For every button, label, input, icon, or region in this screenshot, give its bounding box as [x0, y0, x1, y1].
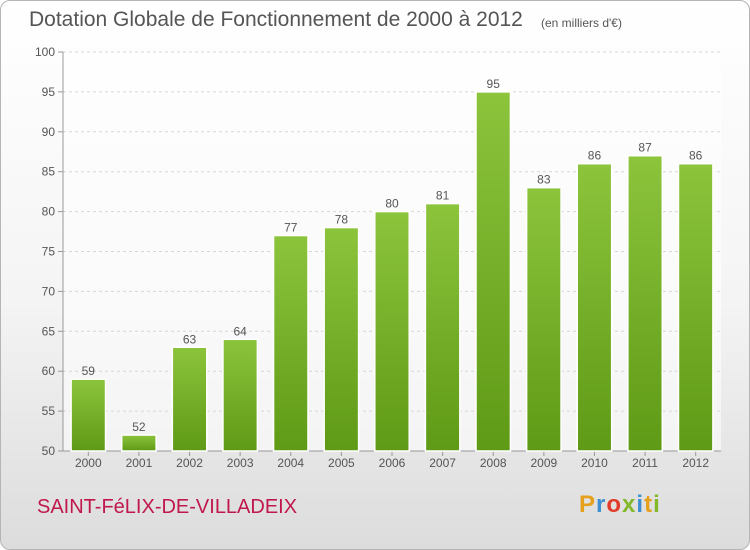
- data-label-2007: 81: [436, 189, 450, 203]
- data-label-2000: 59: [82, 364, 96, 378]
- x-tick-label: 2003: [227, 456, 254, 470]
- x-tick-label: 2001: [126, 456, 153, 470]
- bar-2007: [424, 202, 461, 452]
- data-label-2004: 77: [284, 221, 298, 235]
- bars: [70, 91, 714, 452]
- y-tick-label: 50: [42, 444, 56, 458]
- bar-2009: [525, 186, 562, 452]
- proxiti-logo[interactable]: Proxiti: [579, 491, 661, 519]
- logo-letter: o: [606, 491, 623, 518]
- logo-letter: i: [636, 491, 645, 518]
- x-tick-label: 2004: [277, 456, 304, 470]
- logo-letter: P: [579, 491, 597, 518]
- data-label-2002: 63: [183, 332, 197, 346]
- commune-name: SAINT-FéLIX-DE-VILLADEIX: [37, 496, 298, 518]
- y-tick-label: 90: [42, 125, 56, 139]
- bar-2000: [70, 378, 107, 452]
- logo-letter: i: [653, 491, 661, 518]
- x-tick-label: 2010: [581, 456, 608, 470]
- bar-2003: [222, 338, 259, 452]
- bar-2002: [171, 346, 208, 452]
- bar-2012: [677, 162, 714, 452]
- bar-2008: [475, 91, 512, 452]
- data-label-2001: 52: [132, 420, 146, 434]
- x-tick-label: 2006: [379, 456, 406, 470]
- logo-letter: t: [644, 491, 654, 518]
- y-tick-label: 70: [42, 284, 56, 298]
- y-tick-label: 80: [42, 205, 56, 219]
- data-label-2010: 86: [588, 149, 602, 163]
- y-tick-label: 75: [42, 245, 56, 259]
- x-tick-label: 2009: [530, 456, 557, 470]
- y-tick-label: 100: [35, 45, 55, 59]
- bar-2011: [627, 154, 664, 452]
- data-label-2012: 86: [689, 149, 703, 163]
- data-label-2006: 80: [385, 197, 399, 211]
- x-tick-label: 2007: [429, 456, 456, 470]
- data-label-2009: 83: [537, 173, 551, 187]
- x-tick-label: 2008: [480, 456, 507, 470]
- y-tick-label: 55: [42, 404, 56, 418]
- data-label-2003: 64: [233, 324, 247, 338]
- data-labels: 59 52 63 64 77 78 80 81 95 83 86 87 86: [82, 77, 703, 434]
- data-label-2011: 87: [638, 141, 652, 155]
- chart-subtitle: (en milliers d'€): [541, 16, 622, 30]
- x-tick-label: 2011: [632, 456, 658, 470]
- y-tick-label: 85: [42, 165, 56, 179]
- bar-2006: [374, 210, 410, 452]
- data-label-2005: 78: [335, 213, 349, 227]
- bar-2004: [272, 234, 309, 452]
- logo-letter: r: [596, 491, 607, 518]
- x-tick-label: 2005: [328, 456, 355, 470]
- logo-letter: x: [622, 491, 637, 518]
- data-label-2008: 95: [487, 77, 501, 91]
- bar-2001: [120, 434, 157, 452]
- bar-2010: [576, 162, 613, 452]
- bar-2005: [323, 226, 360, 452]
- y-tick-label: 65: [42, 324, 56, 338]
- x-tick-label: 2012: [682, 456, 709, 470]
- y-tick-label: 60: [42, 364, 56, 378]
- chart-title: Dotation Globale de Fonctionnement de 20…: [29, 8, 523, 31]
- y-tick-label: 95: [42, 85, 56, 99]
- x-tick-label: 2002: [176, 456, 203, 470]
- x-tick-label: 2000: [75, 456, 102, 470]
